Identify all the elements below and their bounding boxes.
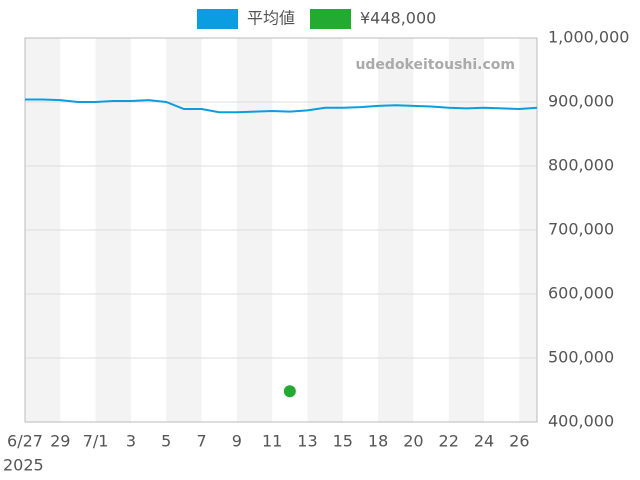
y-tick-label: 500,000 (548, 348, 614, 367)
x-tick-label: 3 (126, 432, 136, 451)
x-tick-label: 6/27 (7, 432, 43, 451)
y-tick-label: 800,000 (548, 156, 614, 175)
plot-border (24, 37, 538, 423)
x-tick-label: 29 (50, 432, 70, 451)
x-tick-label: 18 (368, 432, 388, 451)
legend-label: ¥448,000 (360, 9, 436, 28)
line (25, 98, 538, 114)
x-tick-label: 9 (232, 432, 242, 451)
x-tick-label: 13 (297, 432, 317, 451)
x-tick-label: 24 (474, 432, 494, 451)
x-tick-label: 7/1 (83, 432, 109, 451)
x-tick-label: 7 (196, 432, 206, 451)
x-tick-label: 11 (262, 432, 282, 451)
y-tick-label: 1,000,000 (548, 28, 629, 47)
point (283, 385, 296, 398)
legend-swatch (310, 9, 351, 29)
x-year-label: 2025 (3, 456, 44, 475)
x-tick-label: 15 (333, 432, 353, 451)
x-tick-label: 22 (439, 432, 459, 451)
watermark: udedokeitoushi.com (355, 57, 515, 73)
x-tick-label: 26 (509, 432, 529, 451)
x-tick-label: 5 (161, 432, 171, 451)
x-tick-label: 20 (403, 432, 423, 451)
y-tick-label: 700,000 (548, 220, 614, 239)
legend-label: 平均値 (247, 9, 295, 28)
legend-swatch (197, 9, 238, 29)
y-tick-label: 900,000 (548, 92, 614, 111)
y-tick-label: 600,000 (548, 284, 614, 303)
y-tick-label: 400,000 (548, 412, 614, 431)
